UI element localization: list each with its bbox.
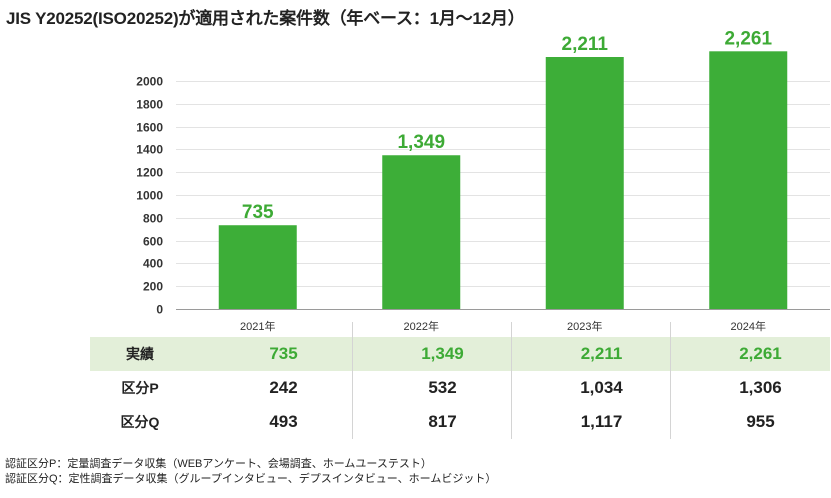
table-cell: 735 — [269, 344, 298, 363]
table-cell: 1,349 — [421, 344, 464, 363]
table-cell: 532 — [428, 378, 457, 397]
table-cell: 242 — [269, 378, 298, 397]
data-label: 2,261 — [724, 28, 772, 49]
footnotes: 認証区分P：定量調査データ収集（WEBアンケート、会場調査、ホームユーステスト）… — [5, 457, 496, 487]
column-divider — [511, 322, 512, 439]
data-label: 735 — [242, 202, 274, 223]
y-tick-label: 1600 — [136, 121, 163, 135]
table-row-category-q: 区分Q 493 817 1,117 955 — [90, 405, 830, 439]
bar-chart: 0 200 400 600 800 1000 1200 1400 1600 1800 2000 73… — [136, 28, 830, 333]
x-axis-ticks: 2021年 2022年 2023年 2024年 — [240, 319, 766, 333]
data-label: 2,211 — [562, 34, 609, 55]
footnote-q: 認証区分Q：定性調査データ収集（グループインタビュー、デプスインタビュー、ホーム… — [5, 473, 497, 485]
x-tick-label: 2021年 — [240, 319, 275, 333]
table-row-actual: 実績 735 1,349 2,211 2,261 — [90, 337, 830, 371]
y-tick-label: 1800 — [136, 98, 163, 112]
data-labels: 735 1,349 2,211 2,261 — [242, 28, 773, 223]
table-row-category-p: 区分P 242 532 1,034 1,306 — [90, 371, 830, 405]
row-label: 区分P — [121, 380, 159, 396]
footnote-p: 認証区分P：定量調査データ収集（WEBアンケート、会場調査、ホームユーステスト） — [5, 458, 432, 470]
bar — [218, 225, 297, 309]
y-tick-label: 200 — [143, 280, 163, 294]
y-tick-label: 400 — [143, 257, 163, 271]
y-tick-label: 800 — [143, 212, 163, 226]
chart-title: JIS Y20252(ISO20252)が適用された案件数（年ベース：1月～12… — [6, 9, 525, 28]
x-tick-label: 2024年 — [731, 319, 766, 333]
row-label: 区分Q — [120, 414, 160, 430]
table-cell: 1,306 — [739, 378, 782, 397]
y-tick-label: 1400 — [136, 143, 163, 157]
table-cell: 2,261 — [739, 344, 782, 363]
column-divider — [352, 322, 353, 439]
y-tick-label: 0 — [156, 303, 163, 317]
y-tick-label: 1000 — [136, 189, 163, 203]
row-label: 実績 — [126, 346, 154, 362]
table-cell: 1,034 — [580, 378, 623, 397]
bar — [382, 155, 461, 309]
table-cell: 2,211 — [580, 344, 623, 363]
x-tick-label: 2023年 — [567, 319, 602, 333]
column-divider — [670, 322, 671, 439]
y-tick-label: 2000 — [136, 75, 163, 89]
table-cell: 817 — [428, 412, 457, 431]
bars — [218, 51, 788, 310]
x-tick-label: 2022年 — [404, 319, 439, 333]
data-label: 1,349 — [397, 132, 445, 153]
table-cell: 493 — [269, 412, 298, 431]
y-tick-label: 1200 — [136, 166, 163, 180]
bar — [709, 51, 788, 310]
table-cell: 955 — [746, 412, 775, 431]
y-tick-label: 600 — [143, 235, 163, 249]
y-axis-ticks: 0 200 400 600 800 1000 1200 1400 1600 1800 2000 — [136, 75, 163, 317]
table-cell: 1,117 — [580, 412, 623, 431]
bar — [545, 57, 624, 309]
